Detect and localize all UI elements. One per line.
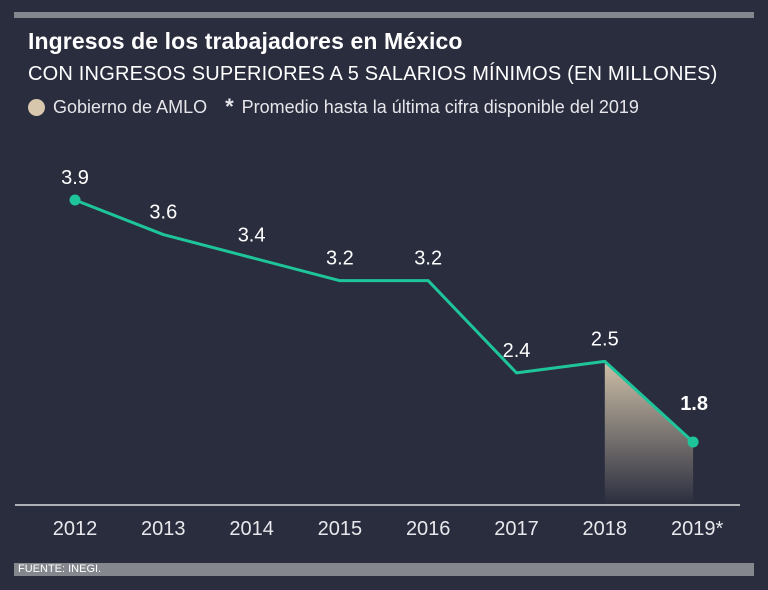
amlo-highlight-area [604,361,694,505]
x-tick-label-2018: 2018 [583,518,628,540]
data-label-2018: 2.5 [591,328,619,350]
x-tick-label-2015: 2015 [318,518,363,540]
data-label-2014: 3.4 [238,225,266,247]
x-tick-label-2016: 2016 [406,518,451,540]
x-tick-label-2013: 2013 [141,518,186,540]
source-footer: FUENTE: INEGI. [14,563,754,576]
data-point-2019 [687,436,699,448]
legend-swatch-amlo [28,98,45,116]
x-tick-label-2014: 2014 [229,518,274,540]
data-label-2017: 2.4 [503,340,531,362]
chart-subtitle: CON INGRESOS SUPERIORES A 5 SALARIOS MÍN… [28,63,718,85]
series-line [74,198,695,444]
data-label-2015: 3.2 [326,248,354,270]
legend-label-amlo: Gobierno de AMLO [53,96,208,117]
data-label-2016: 3.2 [414,248,442,270]
legend-asterisk: * [225,94,234,119]
data-point-2012 [69,194,81,206]
data-label-2013: 3.6 [149,202,177,224]
legend: Gobierno de AMLO * Promedio hasta la últ… [28,94,639,120]
data-label-2012: 3.9 [61,167,89,189]
x-tick-label-2012: 2012 [53,518,98,540]
top-rule [14,12,754,18]
x-tick-label-2017: 2017 [494,518,539,540]
legend-note: Promedio hasta la última cifra disponibl… [241,96,639,117]
chart-title: Ingresos de los trabajadores en México [28,28,463,54]
data-label-2019: 1.8 [680,393,708,415]
x-tick-label-2019: 2019* [671,518,723,540]
